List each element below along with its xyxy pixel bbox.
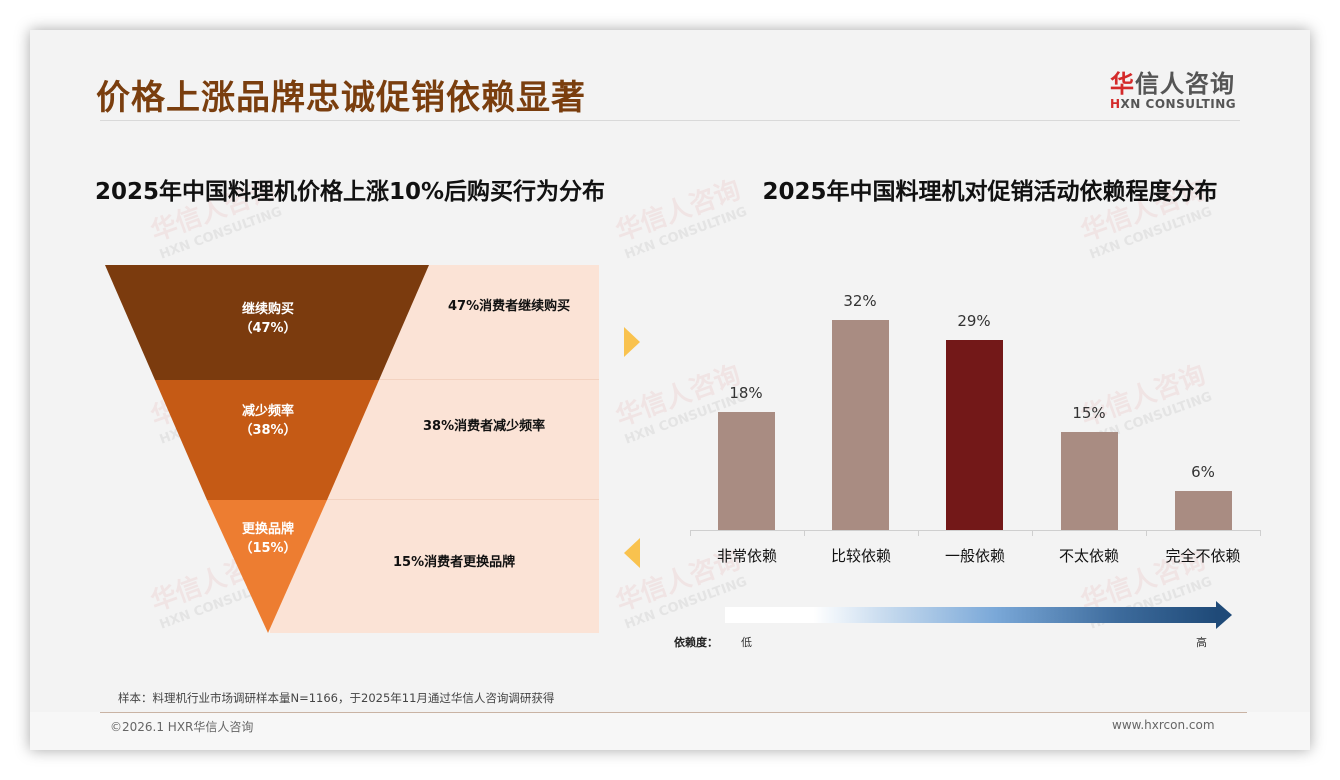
funnel-label-1: 继续购买 （47%） [239, 302, 297, 336]
axis-tick [1032, 530, 1033, 536]
axis-tick [1146, 530, 1147, 536]
funnel-label-2: 减少频率 （38%） [239, 404, 297, 438]
x-axis [690, 530, 1260, 531]
arrow-head-icon [1216, 601, 1232, 629]
website-link[interactable]: www.hxrcon.com [1112, 718, 1215, 732]
category-label: 比较依赖 [830, 547, 891, 565]
dependency-gradient-bar [725, 607, 1217, 623]
dependency-legend-key: 依赖度： [674, 636, 718, 649]
panel-divider [270, 379, 599, 380]
axis-tick [1260, 530, 1261, 536]
bar-value-label: 29% [957, 312, 991, 330]
bar-very-dependent [718, 412, 775, 530]
funnel-stage-3 [207, 500, 327, 633]
funnel-stage-2 [155, 380, 379, 500]
category-label: 非常依赖 [716, 547, 777, 565]
funnel-label-3: 更换品牌 （15%） [239, 522, 297, 556]
slide: 华信人咨询 HXN CONSULTING 华信人咨询 HXN CONSULTING … [30, 30, 1310, 750]
funnel-chart-title: 2025年中国料理机价格上涨10%后购买行为分布 [94, 179, 606, 205]
header-divider [100, 120, 1240, 121]
bar-fairly-dependent [832, 320, 889, 530]
arrow-left-marker-icon [624, 538, 640, 568]
logo-cn: 华信人咨询 [1110, 70, 1235, 98]
category-label: 完全不依赖 [1165, 547, 1241, 565]
footer-bar [30, 712, 1310, 750]
funnel-stage-1 [105, 265, 429, 380]
company-logo: 华信人咨询 HXN CONSULTING [1110, 64, 1250, 111]
funnel-desc-1: 47%消费者继续购买 [448, 299, 571, 314]
axis-tick [690, 530, 691, 536]
sample-note: 样本：料理机行业市场调研样本量N=1166，于2025年11月通过华信人咨询调研… [118, 691, 555, 705]
bar-chart-title: 2025年中国料理机对促销活动依赖程度分布 [762, 179, 1218, 205]
funnel-chart [105, 265, 429, 633]
bar-slightly-dependent [1061, 432, 1118, 530]
page-title: 价格上涨品牌忠诚促销依赖显著 [96, 78, 586, 118]
footer-divider [100, 712, 1247, 713]
bar-value-label: 15% [1072, 404, 1106, 422]
funnel-desc-3: 15%消费者更换品牌 [393, 555, 516, 570]
bar-not-dependent [1175, 491, 1232, 530]
logo-en: HXN CONSULTING [1110, 97, 1237, 111]
panel-divider [270, 499, 599, 500]
bar-moderately-dependent [946, 340, 1003, 530]
bar-value-label: 6% [1191, 463, 1215, 481]
category-label: 一般依赖 [944, 547, 1005, 565]
bar-value-label: 18% [729, 384, 763, 402]
arrow-right-marker-icon [624, 327, 640, 357]
axis-tick [804, 530, 805, 536]
category-label: 不太依赖 [1058, 547, 1119, 565]
axis-tick [918, 530, 919, 536]
bar-value-label: 32% [843, 292, 877, 310]
dependency-low-label: 低 [741, 636, 752, 649]
funnel-desc-2: 38%消费者减少频率 [423, 419, 546, 434]
dependency-high-label: 高 [1196, 636, 1207, 649]
copyright: ©2026.1 HXR华信人咨询 [110, 720, 254, 734]
